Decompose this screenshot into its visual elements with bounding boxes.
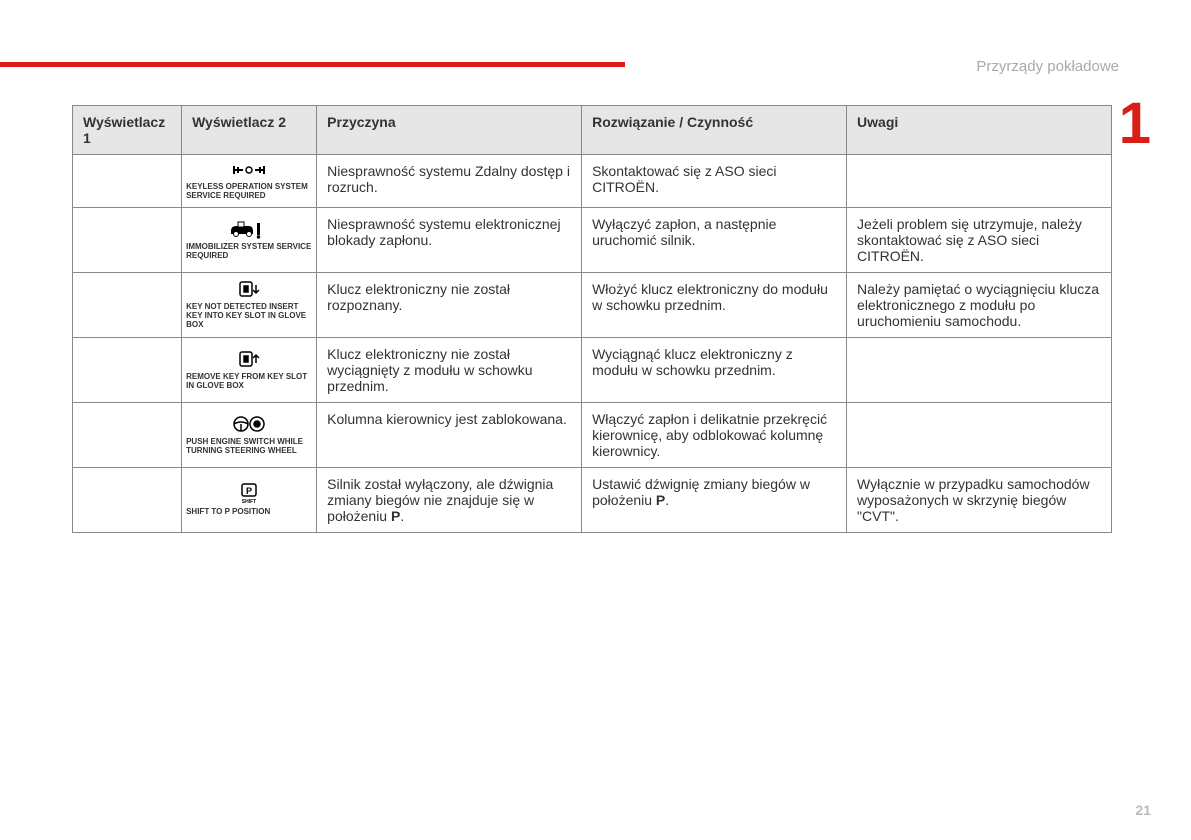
cell-display1 [73, 337, 182, 402]
cell-display2: P SHIFT SHIFT TO P POSITION [182, 467, 317, 532]
cell-display1 [73, 272, 182, 337]
cell-display2: KEY NOT DETECTED INSERT KEY INTO KEY SLO… [182, 272, 317, 337]
cell-notes: Jeżeli problem się utrzymuje, należy sko… [847, 207, 1112, 272]
cell-display1 [73, 155, 182, 208]
cell-solution: Wyłączyć zapłon, a następnie uruchomić s… [582, 207, 847, 272]
table-row: KEY NOT DETECTED INSERT KEY INTO KEY SLO… [73, 272, 1112, 337]
cell-notes [847, 337, 1112, 402]
table-row: KEYLESS OPERATION SYSTEM SERVICE REQUIRE… [73, 155, 1112, 208]
cell-notes: Wyłącznie w przypadku samochodów wyposaż… [847, 467, 1112, 532]
display2-label: REMOVE KEY FROM KEY SLOT IN GLOVE BOX [186, 373, 312, 391]
cell-notes [847, 155, 1112, 208]
table-row: IMMOBILIZER SYSTEM SERVICE REQUIRED Nies… [73, 207, 1112, 272]
display2-label: SHIFT TO P POSITION [186, 508, 312, 517]
table-row: PUSH ENGINE SWITCH WHILE TURNING STEERIN… [73, 402, 1112, 467]
cell-cause: Niesprawność systemu elektronicznej blok… [317, 207, 582, 272]
cell-solution: Skontaktować się z ASO sieci CITROËN. [582, 155, 847, 208]
header-red-bar [0, 62, 625, 67]
table-header-row: Wyświetlacz 1 Wyświetlacz 2 Przyczyna Ro… [73, 106, 1112, 155]
key-insert-icon [234, 279, 264, 299]
svg-text:P: P [246, 486, 252, 496]
page-number: 21 [1135, 802, 1151, 818]
display2-label: KEY NOT DETECTED INSERT KEY INTO KEY SLO… [186, 303, 312, 329]
display2-label: KEYLESS OPERATION SYSTEM SERVICE REQUIRE… [186, 183, 312, 201]
col-header-display1: Wyświetlacz 1 [73, 106, 182, 155]
cell-solution: Włączyć zapłon i delikatnie przekręcić k… [582, 402, 847, 467]
cell-display2: PUSH ENGINE SWITCH WHILE TURNING STEERIN… [182, 402, 317, 467]
cell-solution: Wyciągnąć klucz elektroniczny z modułu w… [582, 337, 847, 402]
col-header-notes: Uwagi [847, 106, 1112, 155]
table-row: P SHIFT SHIFT TO P POSITION Silnik zosta… [73, 467, 1112, 532]
cell-display2: KEYLESS OPERATION SYSTEM SERVICE REQUIRE… [182, 155, 317, 208]
col-header-cause: Przyczyna [317, 106, 582, 155]
cell-display1 [73, 207, 182, 272]
cell-cause: Silnik został wyłączony, ale dźwignia zm… [317, 467, 582, 532]
svg-text:SHIFT: SHIFT [242, 499, 256, 504]
col-header-display2: Wyświetlacz 2 [182, 106, 317, 155]
display2-label: PUSH ENGINE SWITCH WHILE TURNING STEERIN… [186, 438, 312, 456]
shift-p-icon: P SHIFT [234, 482, 264, 504]
cell-display2: REMOVE KEY FROM KEY SLOT IN GLOVE BOX [182, 337, 317, 402]
cell-notes: Należy pamiętać o wyciągnięciu klucza el… [847, 272, 1112, 337]
key-service-icon [229, 161, 269, 179]
cell-notes [847, 402, 1112, 467]
key-remove-icon [234, 349, 264, 369]
display2-label: IMMOBILIZER SYSTEM SERVICE REQUIRED [186, 243, 312, 261]
table-row: REMOVE KEY FROM KEY SLOT IN GLOVE BOX Kl… [73, 337, 1112, 402]
immobilizer-icon [227, 219, 271, 239]
cell-display2: IMMOBILIZER SYSTEM SERVICE REQUIRED [182, 207, 317, 272]
cell-cause: Klucz elektroniczny nie został rozpoznan… [317, 272, 582, 337]
steering-icon [229, 414, 269, 434]
cell-cause: Kolumna kierownicy jest zablokowana. [317, 402, 582, 467]
cell-solution: Ustawić dźwignię zmiany biegów w położen… [582, 467, 847, 532]
cell-display1 [73, 402, 182, 467]
cell-cause: Niesprawność systemu Zdalny dostęp i roz… [317, 155, 582, 208]
cell-display1 [73, 467, 182, 532]
cell-cause: Klucz elektroniczny nie został wyciągnię… [317, 337, 582, 402]
warnings-table: Wyświetlacz 1 Wyświetlacz 2 Przyczyna Ro… [72, 105, 1112, 533]
section-title: Przyrządy pokładowe [976, 58, 1119, 75]
chapter-number: 1 [1119, 95, 1151, 153]
col-header-solution: Rozwiązanie / Czynność [582, 106, 847, 155]
cell-solution: Włożyć klucz elektroniczny do modułu w s… [582, 272, 847, 337]
